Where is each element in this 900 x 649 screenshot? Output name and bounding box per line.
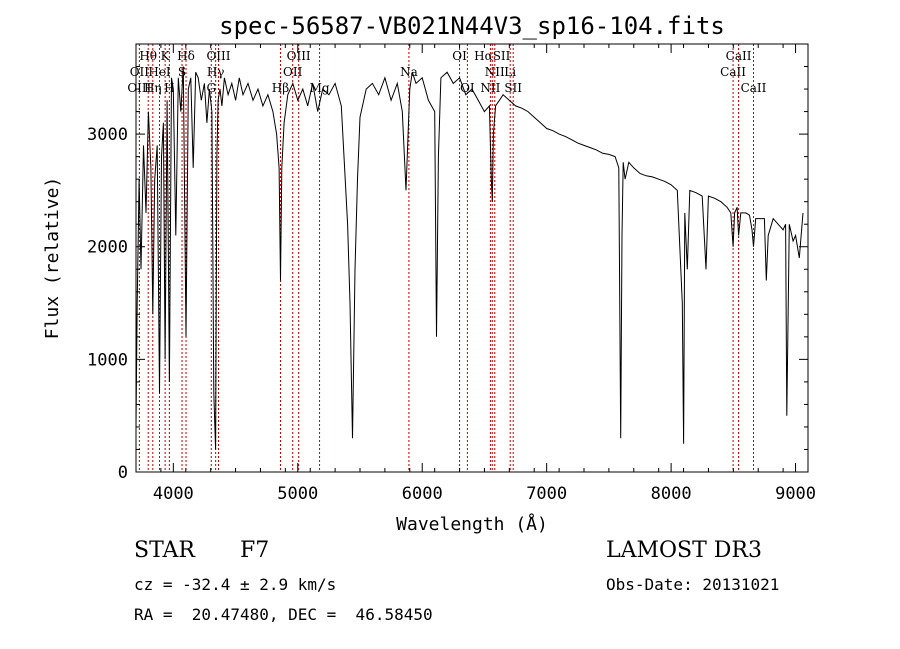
line-label: HeI <box>148 65 171 79</box>
line-label: NII <box>480 81 500 95</box>
line-label: CaII <box>741 81 767 95</box>
line-label: CaII <box>726 49 752 63</box>
line-label: OIII <box>206 49 230 63</box>
y-tick-label: 0 <box>118 463 128 483</box>
x-tick-label: 5000 <box>277 484 318 504</box>
line-label: K <box>161 49 171 63</box>
coordinates: RA = 20.47480, DEC = 46.58450 <box>134 605 433 624</box>
line-label: Hθ <box>139 49 157 63</box>
x-tick-label: 9000 <box>775 484 816 504</box>
object-type: STAR <box>134 538 195 563</box>
line-label: Hη <box>144 81 162 95</box>
chart-title: spec-56587-VB021N44V3_sp16-104.fits <box>219 12 725 40</box>
line-label: OI <box>452 49 467 63</box>
line-label: OII <box>130 65 150 79</box>
line-label: OI <box>460 81 475 95</box>
cz-value: cz = -32.4 ± 2.9 km/s <box>134 575 337 594</box>
line-label: OIII <box>127 81 151 95</box>
line-label: HαSII <box>474 49 511 63</box>
line-label: Hγ <box>207 65 225 79</box>
x-tick-label: 4000 <box>153 484 194 504</box>
x-axis-label: Wavelength (Å) <box>396 513 548 535</box>
obs-date: Obs-Date: 20131021 <box>606 575 780 594</box>
line-label: Li <box>504 65 516 79</box>
line-label: Hβ <box>272 81 289 95</box>
y-axis-ticks: 0 1000 2000 3000 <box>87 43 808 483</box>
line-label: S <box>178 65 186 79</box>
line-label: CaII <box>720 65 746 79</box>
line-label: SII <box>504 81 522 95</box>
line-label: Na <box>400 65 418 79</box>
x-tick-label: 6000 <box>402 484 443 504</box>
y-axis-label: Flux (relative) <box>42 177 63 340</box>
plot-frame <box>135 43 809 473</box>
line-label: H <box>164 81 174 95</box>
y-tick-label: 2000 <box>87 238 128 258</box>
y-tick-label: 1000 <box>87 350 128 370</box>
x-axis-ticks: 4000 5000 6000 7000 8000 9000 <box>135 44 816 504</box>
x-tick-label: 8000 <box>651 484 692 504</box>
line-label: G <box>206 81 216 95</box>
spectrum-line <box>135 66 804 450</box>
survey-name: LAMOST DR3 <box>606 538 762 563</box>
x-tick-label: 7000 <box>526 484 567 504</box>
y-tick-label: 3000 <box>87 125 128 145</box>
line-label: OII <box>283 65 303 79</box>
line-label: NII <box>485 65 505 79</box>
line-label: OIII <box>287 49 311 63</box>
emission-line-markers <box>138 44 754 472</box>
spectral-subclass: F7 <box>240 538 270 563</box>
line-label: Hδ <box>177 49 195 63</box>
